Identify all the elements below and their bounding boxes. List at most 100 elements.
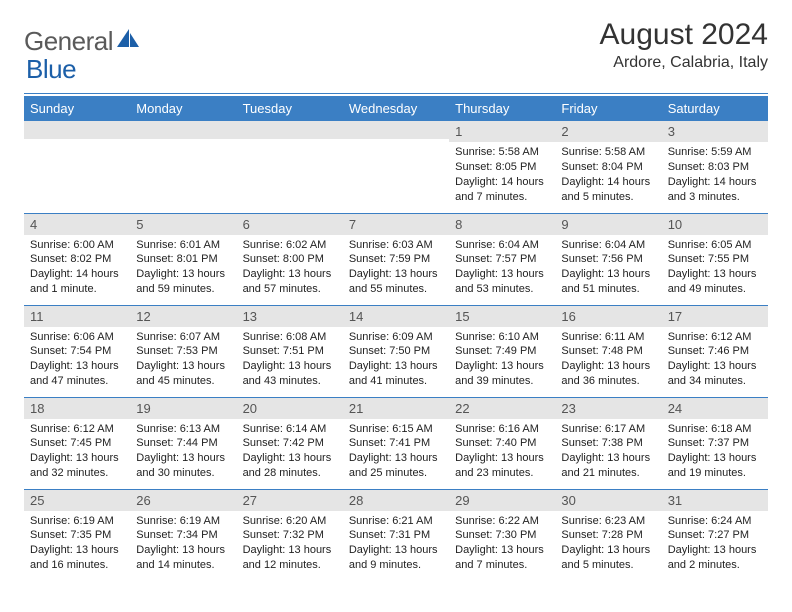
calendar-day-cell: 2Sunrise: 5:58 AMSunset: 8:04 PMDaylight…: [555, 121, 661, 213]
sunset-line: Sunset: 8:03 PM: [668, 160, 762, 175]
day-number-row: [343, 121, 449, 139]
sunrise-line: Sunrise: 6:04 AM: [561, 238, 655, 253]
sunrise-line: Sunrise: 6:21 AM: [349, 514, 443, 529]
day-number: 8: [455, 217, 462, 232]
sunset-line: Sunset: 7:32 PM: [243, 528, 337, 543]
day-body: Sunrise: 6:19 AMSunset: 7:35 PMDaylight:…: [24, 511, 130, 577]
calendar-day-cell: 28 Sunrise: 6:21 AMSunset: 7:31 PMDayligh…: [343, 489, 449, 581]
day-number-row: 28: [343, 490, 449, 511]
sunset-line: Sunset: 8:04 PM: [561, 160, 655, 175]
day-body: Sunrise: 6:19 AMSunset: 7:34 PMDaylight:…: [130, 511, 236, 577]
daylight-line: Daylight: 13 hours and 39 minutes.: [455, 359, 549, 389]
sunset-line: Sunset: 7:55 PM: [668, 252, 762, 267]
day-body: Sunrise: 6:24 AMSunset: 7:27 PMDaylight:…: [662, 511, 768, 577]
sunrise-line: Sunrise: 6:01 AM: [136, 238, 230, 253]
daylight-line: Daylight: 13 hours and 49 minutes.: [668, 267, 762, 297]
day-body: Sunrise: 6:04 AMSunset: 7:56 PMDaylight:…: [555, 235, 661, 301]
calendar-day-cell: 9 Sunrise: 6:04 AMSunset: 7:56 PMDaylight…: [555, 213, 661, 305]
daylight-line: Daylight: 13 hours and 53 minutes.: [455, 267, 549, 297]
daylight-line: Daylight: 14 hours and 7 minutes.: [455, 175, 549, 205]
day-number: 18: [30, 401, 44, 416]
day-body: Sunrise: 6:08 AMSunset: 7:51 PMDaylight:…: [237, 327, 343, 393]
calendar-day-cell: 20Sunrise: 6:14 AMSunset: 7:42 PMDayligh…: [237, 397, 343, 489]
daylight-line: Daylight: 13 hours and 25 minutes.: [349, 451, 443, 481]
sunrise-line: Sunrise: 6:15 AM: [349, 422, 443, 437]
month-title: August 2024: [600, 18, 768, 52]
day-number: 1: [455, 124, 462, 139]
calendar-week-row: 25 Sunrise: 6:19 AMSunset: 7:35 PMDayligh…: [24, 489, 768, 581]
sunset-line: Sunset: 7:41 PM: [349, 436, 443, 451]
sunset-line: Sunset: 7:50 PM: [349, 344, 443, 359]
day-number-row: [237, 121, 343, 139]
sunset-line: Sunset: 7:51 PM: [243, 344, 337, 359]
day-number: 31: [668, 493, 682, 508]
daylight-line: Daylight: 13 hours and 34 minutes.: [668, 359, 762, 389]
sunrise-line: Sunrise: 6:05 AM: [668, 238, 762, 253]
day-number: 3: [668, 124, 675, 139]
day-number-row: 17: [662, 306, 768, 327]
sunset-line: Sunset: 7:59 PM: [349, 252, 443, 267]
weekday-header: Saturday: [662, 96, 768, 121]
weekday-header-row: Sunday Monday Tuesday Wednesday Thursday…: [24, 96, 768, 121]
calendar-day-cell: 24Sunrise: 6:18 AMSunset: 7:37 PMDayligh…: [662, 397, 768, 489]
sunset-line: Sunset: 7:49 PM: [455, 344, 549, 359]
sunset-line: Sunset: 7:46 PM: [668, 344, 762, 359]
daylight-line: Daylight: 13 hours and 51 minutes.: [561, 267, 655, 297]
calendar-day-cell: 5Sunrise: 6:01 AMSunset: 8:01 PMDaylight…: [130, 213, 236, 305]
day-body: Sunrise: 6:10 AMSunset: 7:49 PMDaylight:…: [449, 327, 555, 393]
sail-icon: [115, 27, 141, 56]
calendar-day-cell: [24, 121, 130, 213]
sunrise-line: Sunrise: 6:02 AM: [243, 238, 337, 253]
brand-logo: General: [24, 26, 143, 57]
sunset-line: Sunset: 8:00 PM: [243, 252, 337, 267]
calendar-day-cell: 23Sunrise: 6:17 AMSunset: 7:38 PMDayligh…: [555, 397, 661, 489]
calendar-day-cell: 10Sunrise: 6:05 AMSunset: 7:55 PMDayligh…: [662, 213, 768, 305]
sunset-line: Sunset: 7:38 PM: [561, 436, 655, 451]
day-number: 5: [136, 217, 143, 232]
day-body: Sunrise: 6:06 AMSunset: 7:54 PMDaylight:…: [24, 327, 130, 393]
sunset-line: Sunset: 7:48 PM: [561, 344, 655, 359]
day-body: Sunrise: 6:11 AMSunset: 7:48 PMDaylight:…: [555, 327, 661, 393]
day-number: 26: [136, 493, 150, 508]
day-body: Sunrise: 6:20 AMSunset: 7:32 PMDaylight:…: [237, 511, 343, 577]
calendar-day-cell: 1Sunrise: 5:58 AMSunset: 8:05 PMDaylight…: [449, 121, 555, 213]
sunrise-line: Sunrise: 6:03 AM: [349, 238, 443, 253]
day-body: Sunrise: 6:09 AMSunset: 7:50 PMDaylight:…: [343, 327, 449, 393]
day-body: Sunrise: 6:07 AMSunset: 7:53 PMDaylight:…: [130, 327, 236, 393]
daylight-line: Daylight: 13 hours and 2 minutes.: [668, 543, 762, 573]
calendar-day-cell: 7Sunrise: 6:03 AMSunset: 7:59 PMDaylight…: [343, 213, 449, 305]
day-number-row: 31: [662, 490, 768, 511]
sunrise-line: Sunrise: 6:16 AM: [455, 422, 549, 437]
day-number: 30: [561, 493, 575, 508]
day-body: Sunrise: 6:21 AMSunset: 7:31 PMDaylight:…: [343, 511, 449, 577]
day-number-row: 1: [449, 121, 555, 142]
sunrise-line: Sunrise: 5:58 AM: [455, 145, 549, 160]
day-number: 13: [243, 309, 257, 324]
day-number: 22: [455, 401, 469, 416]
day-number: 9: [561, 217, 568, 232]
sunrise-line: Sunrise: 6:24 AM: [668, 514, 762, 529]
day-number: 17: [668, 309, 682, 324]
day-body: Sunrise: 6:13 AMSunset: 7:44 PMDaylight:…: [130, 419, 236, 485]
top-rule: [24, 93, 768, 94]
day-body: Sunrise: 5:58 AMSunset: 8:04 PMDaylight:…: [555, 142, 661, 208]
day-number: 20: [243, 401, 257, 416]
sunset-line: Sunset: 7:42 PM: [243, 436, 337, 451]
day-number: 28: [349, 493, 363, 508]
day-number: 23: [561, 401, 575, 416]
sunset-line: Sunset: 7:37 PM: [668, 436, 762, 451]
sunrise-line: Sunrise: 6:09 AM: [349, 330, 443, 345]
calendar-day-cell: 11Sunrise: 6:06 AMSunset: 7:54 PMDayligh…: [24, 305, 130, 397]
daylight-line: Daylight: 13 hours and 16 minutes.: [30, 543, 124, 573]
day-body: Sunrise: 6:12 AMSunset: 7:46 PMDaylight:…: [662, 327, 768, 393]
sunset-line: Sunset: 7:31 PM: [349, 528, 443, 543]
calendar-day-cell: 21Sunrise: 6:15 AMSunset: 7:41 PMDayligh…: [343, 397, 449, 489]
sunset-line: Sunset: 7:44 PM: [136, 436, 230, 451]
sunrise-line: Sunrise: 6:13 AM: [136, 422, 230, 437]
day-number-row: [130, 121, 236, 139]
day-number: 25: [30, 493, 44, 508]
weekday-header: Sunday: [24, 96, 130, 121]
sunset-line: Sunset: 7:45 PM: [30, 436, 124, 451]
daylight-line: Daylight: 13 hours and 55 minutes.: [349, 267, 443, 297]
weekday-header: Friday: [555, 96, 661, 121]
